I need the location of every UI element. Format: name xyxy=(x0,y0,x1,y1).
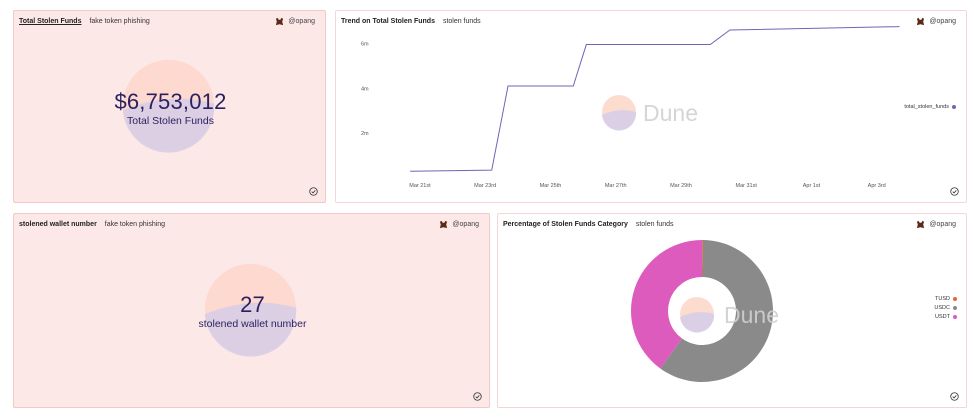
dune-logo-watermark-shape xyxy=(680,312,715,333)
trend-line-chart: Dune Mar 21st Mar 23rd Mar 25th Mar 27th Mar… xyxy=(361,26,900,189)
author-name: @opang xyxy=(288,18,315,25)
counter-label: stolened wallet number xyxy=(198,318,307,330)
x-tick-label: Mar 31st xyxy=(735,183,757,189)
panel-title[interactable]: stolened wallet number xyxy=(19,221,97,228)
counter-value: 27 xyxy=(240,292,265,317)
stolened-wallet-number-panel: stolened wallet number fake token phishi… xyxy=(13,213,490,408)
x-tick-label: Mar 21st xyxy=(409,183,431,189)
dune-wordmark: Dune xyxy=(643,100,698,126)
legend-swatch xyxy=(952,105,956,109)
legend-swatch xyxy=(953,306,957,310)
panel-title-row: Trend on Total Stolen Funds stolen funds xyxy=(341,18,481,25)
donut-slice-tusd[interactable] xyxy=(702,240,703,278)
counter-label: Total Stolen Funds xyxy=(127,115,214,127)
legend-label: total_stolen_funds xyxy=(904,104,949,110)
legend-item-total-stolen-funds[interactable]: total_stolen_funds xyxy=(904,104,956,110)
x-tick-label: Mar 27th xyxy=(605,183,627,189)
panel-title-row: stolened wallet number fake token phishi… xyxy=(19,221,165,228)
trend-stolen-funds-panel: Trend on Total Stolen Funds stolen funds… xyxy=(335,10,967,203)
legend-label: TUSD xyxy=(935,296,950,302)
verified-check-icon xyxy=(950,392,959,401)
x-tick-label: Apr 3rd xyxy=(868,183,886,189)
dune-wordmark: Dune xyxy=(724,302,779,328)
legend-swatch xyxy=(953,315,957,319)
legend-item-usdc[interactable]: USDC xyxy=(934,305,957,311)
panel-title[interactable]: Trend on Total Stolen Funds xyxy=(341,18,435,25)
author-link[interactable]: @opang xyxy=(439,220,479,229)
author-avatar-icon xyxy=(917,220,925,229)
stolen-funds-category-panel: Percentage of Stolen Funds Category stol… xyxy=(497,213,967,408)
panel-subtitle: fake token phishing xyxy=(104,221,166,228)
dune-logo-watermark-shape xyxy=(602,110,637,131)
author-name: @opang xyxy=(929,18,956,25)
author-avatar-icon xyxy=(276,17,284,26)
dune-watermark: Dune xyxy=(680,297,779,333)
author-link[interactable]: @opang xyxy=(275,17,315,26)
legend-swatch xyxy=(953,297,957,301)
panel-title[interactable]: Total Stolen Funds xyxy=(19,18,82,25)
legend-label: USDC xyxy=(934,305,950,311)
verified-check-icon xyxy=(950,187,959,196)
y-tick-label: 4m xyxy=(361,86,369,92)
verified-check-icon xyxy=(309,187,318,196)
x-tick-label: Mar 25th xyxy=(540,183,562,189)
donut-slice-usdt[interactable] xyxy=(631,240,702,369)
legend-item-usdt[interactable]: USDT xyxy=(934,314,957,320)
x-tick-label: Mar 29th xyxy=(670,183,692,189)
panel-title[interactable]: Percentage of Stolen Funds Category xyxy=(503,221,628,228)
y-tick-label: 6m xyxy=(361,41,369,47)
donut-slice-usdc[interactable] xyxy=(660,240,773,382)
panel-title-row: Total Stolen Funds fake token phishing xyxy=(19,18,150,25)
author-name: @opang xyxy=(929,221,956,228)
total-stolen-funds-panel: Total Stolen Funds fake token phishing @… xyxy=(13,10,326,203)
counter-block: 27 stolened wallet number xyxy=(14,292,489,330)
author-link[interactable]: @opang xyxy=(916,220,956,229)
author-link[interactable]: @opang xyxy=(916,17,956,26)
series-line-total-stolen-funds[interactable] xyxy=(410,26,900,172)
panel-subtitle: stolen funds xyxy=(635,221,674,228)
chart-legend: total_stolen_funds xyxy=(904,104,956,113)
panel-subtitle: fake token phishing xyxy=(89,18,150,25)
dune-logo-watermark-icon xyxy=(204,263,297,357)
dune-logo-watermark-icon xyxy=(122,59,215,153)
counter-block: $6,753,012 Total Stolen Funds xyxy=(14,89,325,127)
y-tick-label: 2m xyxy=(361,131,369,137)
x-tick-label: Apr 1st xyxy=(803,183,821,189)
panel-subtitle: stolen funds xyxy=(442,18,481,25)
author-name: @opang xyxy=(452,221,479,228)
x-tick-label: Mar 23rd xyxy=(474,183,496,189)
legend-label: USDT xyxy=(935,314,950,320)
verified-check-icon xyxy=(473,392,482,401)
category-donut-chart: Dune xyxy=(631,240,779,382)
counter-value: $6,753,012 xyxy=(114,89,227,114)
author-avatar-icon xyxy=(917,17,925,26)
author-avatar-icon xyxy=(440,220,448,229)
legend-item-tusd[interactable]: TUSD xyxy=(934,296,957,302)
dune-watermark: Dune xyxy=(602,95,698,131)
chart-legend: TUSD USDC USDT xyxy=(934,296,957,323)
panel-title-row: Percentage of Stolen Funds Category stol… xyxy=(503,221,674,228)
